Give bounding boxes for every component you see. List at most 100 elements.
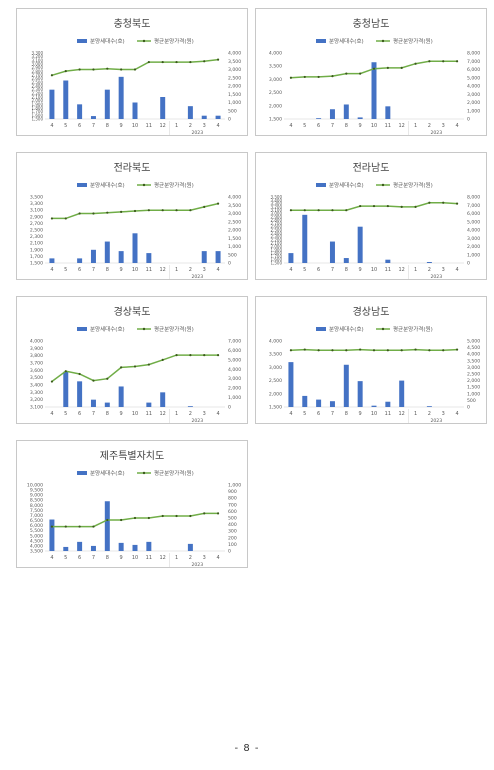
y-right-tick: 200 bbox=[228, 535, 237, 541]
y-right-tick: 3,000 bbox=[467, 236, 480, 242]
y-right-tick: 1,000 bbox=[467, 391, 480, 397]
line-point bbox=[189, 514, 192, 518]
line-point bbox=[50, 525, 54, 528]
line-point bbox=[216, 354, 220, 357]
y-right-tick: 7,000 bbox=[467, 59, 480, 65]
x-tick: 9 bbox=[359, 267, 362, 273]
y-left-tick: 3,900 bbox=[30, 346, 43, 352]
chart-panel: 경상북도 분양세대수(호) 평균분양가격(원) 3,100 3,200 3,300 3,40… bbox=[16, 296, 248, 424]
y-right-tick: 1,000 bbox=[228, 100, 241, 106]
x-group-label: 2023 bbox=[191, 418, 203, 423]
bar bbox=[146, 541, 152, 551]
y-right-tick: 500 bbox=[228, 252, 237, 258]
bar bbox=[187, 543, 193, 551]
y-left-tick: 2,100 bbox=[30, 241, 43, 247]
line-point bbox=[400, 205, 403, 208]
y-left-tick: 2,000 bbox=[271, 244, 283, 249]
bar bbox=[90, 249, 96, 263]
x-tick: 6 bbox=[78, 267, 81, 273]
x-tick: 10 bbox=[132, 411, 138, 417]
line-point bbox=[303, 75, 306, 79]
y-left-tick: 5,500 bbox=[30, 528, 43, 534]
y-left-tick: 10,000 bbox=[27, 483, 43, 489]
line-point bbox=[50, 380, 54, 383]
y-left-tick: 3,800 bbox=[30, 353, 43, 359]
legend-line-marker bbox=[381, 327, 385, 331]
y-right-tick: 3,000 bbox=[467, 365, 480, 371]
legend-line-marker bbox=[142, 39, 146, 43]
legend-bar-label: 분양세대수(호) bbox=[90, 469, 125, 477]
x-tick: 3 bbox=[203, 411, 206, 417]
bar bbox=[426, 406, 432, 407]
y-left-tick: 2,700 bbox=[271, 221, 283, 226]
x-tick: 7 bbox=[331, 267, 334, 273]
y-left-tick: 2,900 bbox=[271, 214, 283, 219]
line-point bbox=[147, 363, 150, 366]
y-right-tick: 2,000 bbox=[228, 84, 241, 90]
y-left-tick: 1,500 bbox=[271, 261, 283, 266]
y-left-tick: 1,500 bbox=[269, 405, 282, 411]
chart-title: 경상남도 bbox=[353, 305, 390, 318]
bar bbox=[215, 251, 221, 263]
line-point bbox=[372, 349, 376, 352]
bar bbox=[371, 62, 377, 119]
line-point bbox=[120, 366, 123, 369]
x-tick: 2 bbox=[428, 123, 431, 129]
y-left-tick: 2,300 bbox=[30, 234, 43, 240]
y-right-tick: 0 bbox=[467, 405, 470, 411]
line-point bbox=[175, 354, 178, 357]
y-left-tick: 3,500 bbox=[30, 375, 43, 381]
x-tick: 4 bbox=[455, 267, 458, 273]
x-tick: 4 bbox=[289, 411, 292, 417]
line-point bbox=[331, 349, 334, 352]
bar bbox=[343, 104, 349, 119]
line-point bbox=[189, 354, 192, 357]
y-right-tick: 1,000 bbox=[467, 108, 480, 114]
line-point bbox=[386, 204, 389, 208]
line-point bbox=[345, 349, 348, 352]
x-tick: 4 bbox=[216, 123, 219, 129]
x-tick: 4 bbox=[216, 555, 219, 561]
y-left-tick: 3,500 bbox=[30, 549, 43, 555]
bar bbox=[90, 399, 96, 407]
bar bbox=[288, 253, 294, 263]
x-tick: 10 bbox=[371, 123, 377, 129]
y-left-tick: 3,100 bbox=[32, 58, 44, 63]
y-right-tick: 3,000 bbox=[228, 67, 241, 73]
y-left-tick: 1,900 bbox=[271, 247, 283, 252]
bar bbox=[63, 546, 69, 551]
x-tick: 11 bbox=[385, 411, 391, 417]
chart-panel: 제주특별자치도 분양세대수(호) 평균분양가격(원) 3,500 4,000 4,500 5… bbox=[16, 440, 248, 568]
y-left-tick: 1,600 bbox=[271, 257, 283, 262]
y-right-tick: 2,500 bbox=[228, 219, 241, 225]
line-point bbox=[78, 525, 81, 528]
legend-bar-label: 분양세대수(호) bbox=[329, 181, 364, 189]
chart-panel: 전라북도 분양세대수(호) 평균분양가격(원) 1,500 1,700 1,900 2,10… bbox=[16, 152, 248, 280]
legend-line-marker bbox=[142, 327, 146, 331]
line-point bbox=[317, 209, 320, 212]
line-point bbox=[345, 72, 348, 75]
x-tick: 12 bbox=[160, 123, 166, 129]
y-left-tick: 1,500 bbox=[30, 261, 43, 267]
x-tick: 2 bbox=[189, 267, 192, 273]
x-tick: 8 bbox=[106, 267, 109, 273]
x-tick: 5 bbox=[303, 267, 306, 273]
legend: 분양세대수(호) 평균분양가격(원) bbox=[77, 469, 194, 477]
line-point bbox=[400, 66, 403, 69]
line-point bbox=[303, 348, 306, 351]
bar bbox=[104, 89, 110, 119]
y-right-tick: 4,000 bbox=[467, 84, 480, 90]
y-left-tick: 2,500 bbox=[30, 228, 43, 234]
bar bbox=[132, 233, 138, 263]
y-left-tick: 3,300 bbox=[30, 390, 43, 396]
y-left-tick: 2,600 bbox=[271, 224, 283, 229]
y-left-tick: 2,500 bbox=[269, 90, 282, 96]
legend-bar-swatch bbox=[316, 39, 326, 43]
y-left-tick: 3,500 bbox=[269, 352, 282, 358]
bar bbox=[343, 258, 349, 263]
y-right-tick: 8,000 bbox=[467, 51, 480, 57]
y-right-tick: 6,000 bbox=[467, 67, 480, 73]
